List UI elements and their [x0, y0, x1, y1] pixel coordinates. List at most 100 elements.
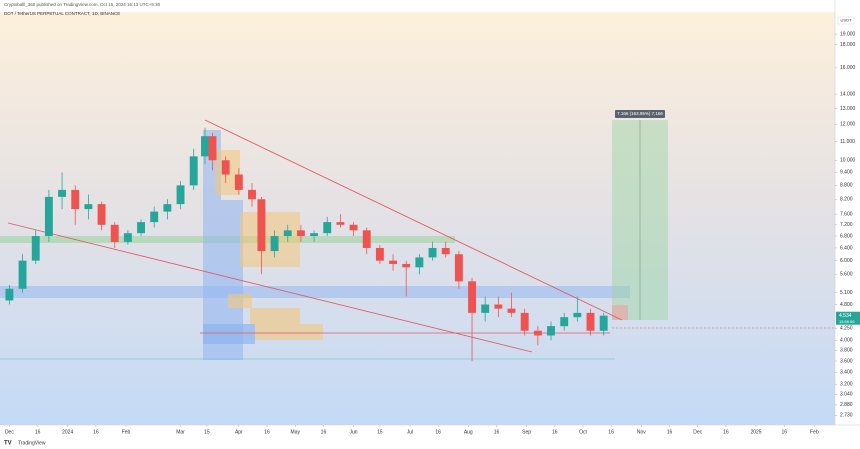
candle-body: [560, 317, 569, 327]
x-tick-label: Aug: [464, 429, 473, 435]
x-tick-label: Feb: [810, 429, 819, 435]
candle-body: [110, 224, 119, 242]
x-tick-label: Sep: [522, 429, 531, 435]
volume-profile: [228, 294, 252, 308]
x-tick-label: 15: [204, 429, 210, 435]
candle-body: [415, 257, 424, 268]
candle-body: [507, 308, 516, 313]
y-tick-label: 3.400: [840, 370, 853, 376]
candle-body: [402, 263, 411, 268]
candle-body: [375, 247, 384, 261]
y-tick-label: 7.600: [840, 212, 853, 218]
candle-body: [97, 204, 106, 225]
currency: USDT: [841, 18, 852, 23]
candle-body: [18, 260, 27, 289]
y-tick-label: 18.000: [840, 42, 856, 48]
x-tick-label: 16: [435, 429, 441, 435]
candle-body: [362, 230, 371, 248]
x-tick-label: Apr: [235, 429, 243, 435]
y-tick-label: 14.000: [840, 91, 856, 97]
x-tick-label: 15: [377, 429, 383, 435]
x-tick-label: 16: [723, 429, 729, 435]
y-tick-label: 4.800: [840, 302, 853, 308]
candle-body: [208, 136, 217, 161]
y-tick-label: 12.000: [840, 122, 856, 128]
plot-background: [0, 12, 835, 425]
candle-body: [323, 222, 332, 234]
volume-profile: [240, 212, 300, 267]
x-tick-label: 2025: [750, 429, 761, 435]
demand-zone: [0, 286, 630, 298]
candle-body: [189, 156, 198, 186]
y-tick-label: 3.200: [840, 382, 853, 388]
candle-body: [283, 230, 292, 237]
x-tick-label: 16: [608, 429, 614, 435]
currency-box: [837, 16, 855, 25]
countdown: 15:56:56: [839, 319, 855, 324]
y-tick-label: 8.200: [840, 197, 853, 203]
y-tick-label: 16.000: [840, 65, 856, 71]
x-tick-label: Jun: [350, 429, 358, 435]
y-tick-label: 10.000: [840, 158, 856, 164]
candle-body: [137, 222, 145, 234]
trendline: [7, 222, 533, 353]
x-tick-label: Feb: [122, 429, 131, 435]
y-tick-label: 13.000: [840, 106, 856, 112]
y-tick-label: 7.200: [840, 222, 853, 228]
candle-body: [454, 254, 463, 282]
x-tick-label: May: [291, 429, 301, 435]
candle-body: [336, 222, 345, 225]
volume-profile: [203, 324, 255, 344]
y-tick-label: 8.800: [840, 183, 853, 189]
candle-body: [5, 288, 14, 301]
x-tick-label: 2024: [62, 429, 73, 435]
y-tick-label: 5.100: [840, 290, 853, 296]
price-tag: [836, 311, 860, 325]
candle-body: [221, 160, 230, 175]
y-tick-label: 6.000: [840, 258, 853, 264]
candle-body: [494, 304, 503, 309]
y-tick-label: 11.000: [840, 139, 855, 145]
candle-body: [257, 199, 266, 252]
candle-body: [296, 230, 305, 237]
x-tick-label: Nov: [637, 429, 646, 435]
y-tick-label: 19.000: [840, 31, 856, 37]
x-tick-label: 16: [35, 429, 41, 435]
candle-body: [441, 247, 450, 255]
candle-body: [349, 224, 358, 231]
candle-body: [71, 189, 80, 210]
drawings: 7.166 (163.95%) 7,166: [0, 110, 835, 360]
candle-body: [310, 233, 319, 237]
y-tick-label: 4.000: [840, 338, 853, 344]
candle-body: [599, 315, 608, 331]
brand: TradingView: [18, 440, 46, 446]
subtitle: Cryptoballl_360 published on TradingView…: [4, 2, 161, 7]
x-tick-label: Jul: [407, 429, 413, 435]
candle-body: [163, 204, 172, 212]
candle-body: [468, 281, 476, 313]
volume-profile: [255, 324, 323, 340]
candle-body: [201, 136, 209, 157]
chart-title: DOT / TetherUS PERPETUAL CONTRACT, 1D, B…: [4, 11, 120, 16]
y-tick-label: 5.600: [840, 272, 853, 278]
candle-body: [481, 304, 490, 313]
y-tick-label: 6.800: [840, 233, 853, 239]
y-tick-label: 2.730: [840, 413, 853, 419]
x-tick-label: Mar: [176, 429, 185, 435]
candle-body: [520, 312, 529, 331]
brand-logo: TV: [4, 441, 12, 447]
candle-body: [44, 196, 53, 237]
y-tick-label: 4.250: [840, 326, 853, 332]
candle-body: [58, 189, 67, 197]
candle-body: [150, 211, 159, 223]
candle-body: [248, 189, 256, 200]
x-tick-label: 16: [494, 429, 500, 435]
y-tick-label: 6.400: [840, 245, 853, 251]
x-tick-label: 16: [321, 429, 327, 435]
x-tick-label: 16: [781, 429, 787, 435]
x-tick-label: Dec: [693, 429, 702, 435]
x-tick-label: 16: [552, 429, 558, 435]
candle-body: [84, 204, 93, 210]
y-tick-label: 2.880: [840, 402, 853, 408]
candle-body: [428, 247, 437, 258]
